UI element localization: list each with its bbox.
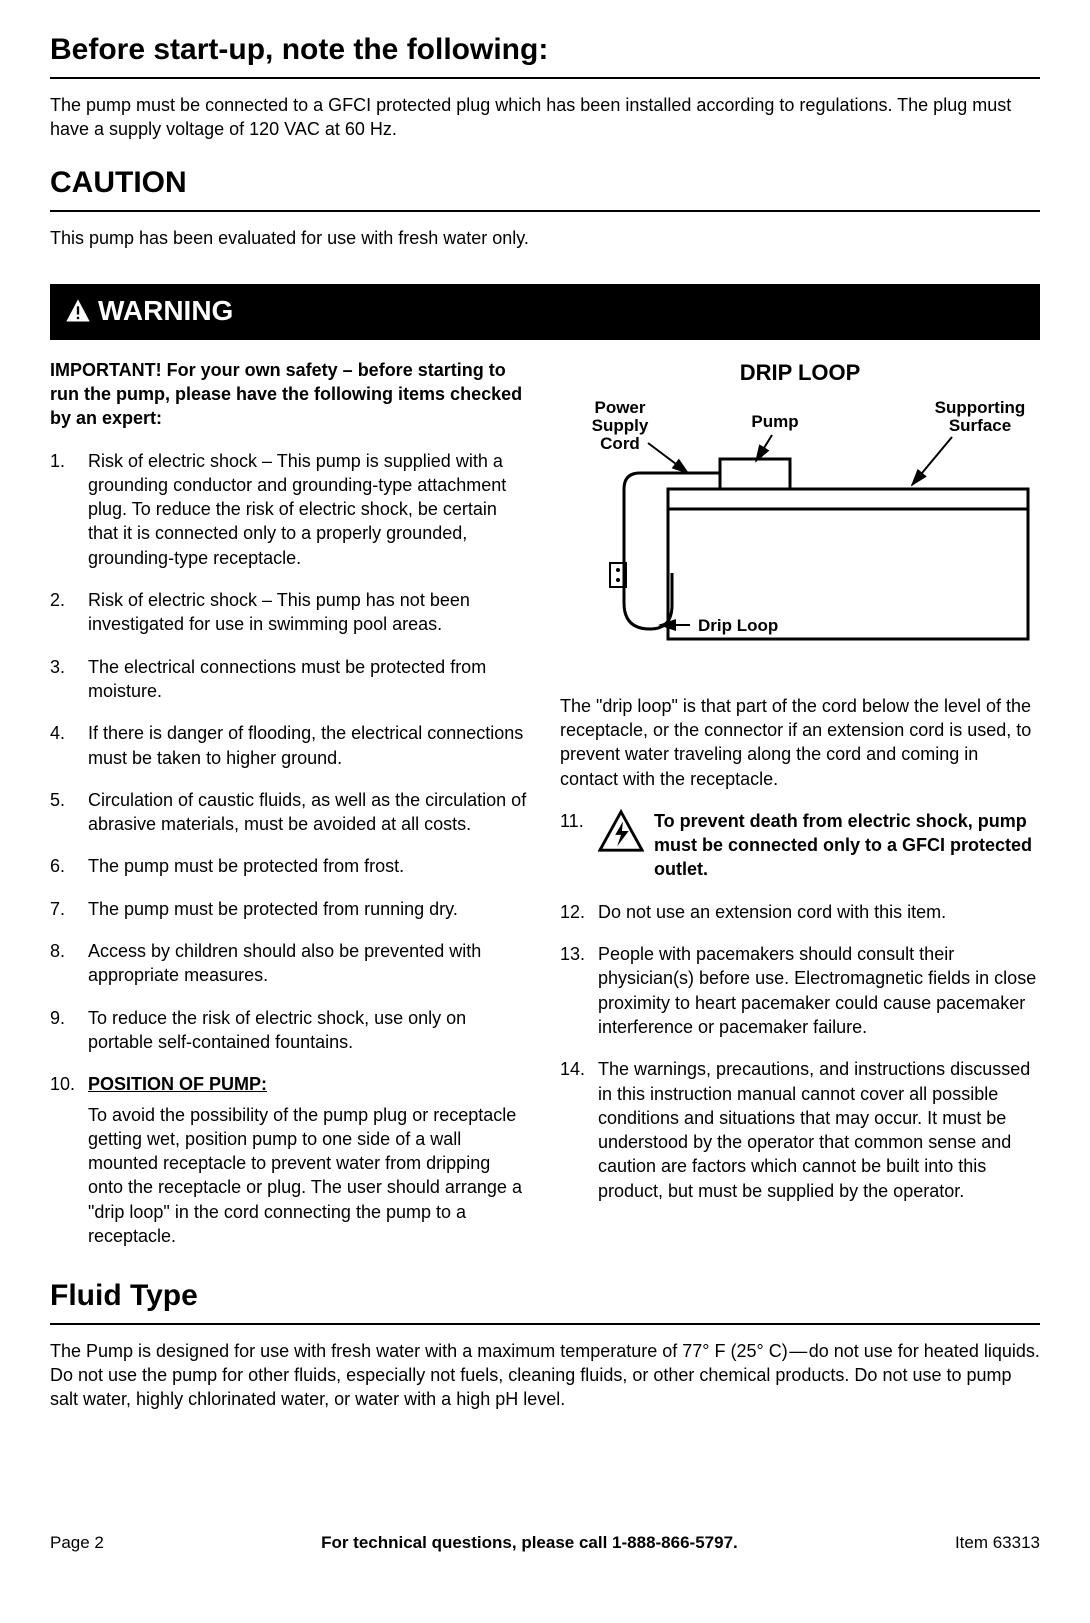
drip-loop-diagram: DRIP LOOP Power Supply Cord Pump Support… bbox=[560, 358, 1040, 680]
drip-caption: The "drip loop" is that part of the cord… bbox=[560, 694, 1040, 791]
svg-text:Drip Loop: Drip Loop bbox=[698, 616, 778, 635]
heading-fluid-type: Fluid Type bbox=[50, 1276, 1040, 1325]
warn-item: Risk of electric shock – This pump has n… bbox=[50, 588, 530, 637]
warn-item: The pump must be protected from running … bbox=[50, 897, 530, 921]
page-footer: Page 2 For technical questions, please c… bbox=[50, 1532, 1040, 1555]
warn-item: The pump must be protected from frost. bbox=[50, 854, 530, 878]
warn-item-11: To prevent death from electric shock, pu… bbox=[560, 809, 1040, 882]
footer-page: Page 2 bbox=[50, 1532, 104, 1555]
svg-text:Supporting: Supporting bbox=[935, 398, 1026, 417]
heading-caution: CAUTION bbox=[50, 163, 1040, 212]
warning-label: WARNING bbox=[98, 292, 233, 330]
important-note: IMPORTANT! For your own safety – before … bbox=[50, 358, 530, 431]
warn-item-13: People with pacemakers should consult th… bbox=[560, 942, 1040, 1039]
shock-hazard-icon bbox=[598, 809, 644, 853]
position-body: To avoid the possibility of the pump plu… bbox=[88, 1103, 530, 1249]
svg-text:Surface: Surface bbox=[949, 416, 1011, 435]
warning-banner: WARNING bbox=[50, 284, 1040, 340]
warn-11-text: To prevent death from electric shock, pu… bbox=[654, 809, 1040, 882]
svg-text:Pump: Pump bbox=[751, 412, 798, 431]
footer-phone: For technical questions, please call 1-8… bbox=[321, 1532, 738, 1555]
warn-item: Access by children should also be preven… bbox=[50, 939, 530, 988]
fluid-body: The Pump is designed for use with fresh … bbox=[50, 1339, 1040, 1412]
svg-text:Power: Power bbox=[594, 398, 645, 417]
intro-gfci: The pump must be connected to a GFCI pro… bbox=[50, 93, 1040, 142]
alert-triangle-icon bbox=[64, 297, 92, 325]
warn-item-12: Do not use an extension cord with this i… bbox=[560, 900, 1040, 924]
heading-before-startup: Before start-up, note the following: bbox=[50, 30, 1040, 79]
warn-item-14: The warnings, precautions, and instructi… bbox=[560, 1057, 1040, 1203]
warn-item: Circulation of caustic fluids, as well a… bbox=[50, 788, 530, 837]
svg-text:Cord: Cord bbox=[600, 434, 640, 453]
footer-item: Item 63313 bbox=[955, 1532, 1040, 1555]
warn-item: To reduce the risk of electric shock, us… bbox=[50, 1006, 530, 1055]
caution-body: This pump has been evaluated for use wit… bbox=[50, 226, 1040, 250]
drip-loop-svg: Power Supply Cord Pump Supporting Surfac… bbox=[560, 393, 1040, 673]
position-title: POSITION OF PUMP: bbox=[88, 1074, 267, 1094]
warn-item: Risk of electric shock – This pump is su… bbox=[50, 449, 530, 570]
warn-item-position: POSITION OF PUMP: To avoid the possibili… bbox=[50, 1072, 530, 1248]
svg-text:Supply: Supply bbox=[592, 416, 649, 435]
warn-item: If there is danger of flooding, the elec… bbox=[50, 721, 530, 770]
warn-item: The electrical connections must be prote… bbox=[50, 655, 530, 704]
diagram-title: DRIP LOOP bbox=[560, 358, 1040, 388]
